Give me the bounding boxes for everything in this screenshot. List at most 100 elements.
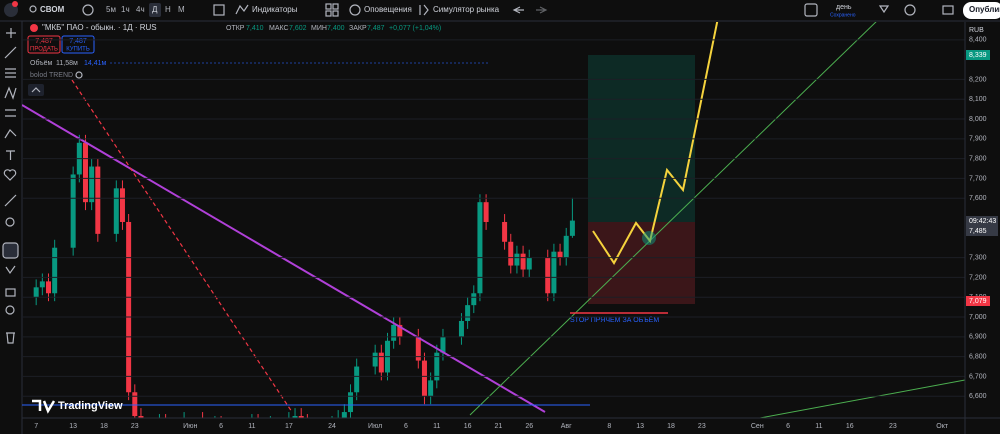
interval[interactable]: 5м	[106, 5, 116, 14]
candles	[33, 134, 575, 418]
x-tick-label: 17	[285, 423, 293, 430]
candle-body	[89, 166, 95, 203]
forecast-tool[interactable]	[5, 109, 16, 117]
candle-body	[508, 241, 514, 266]
volume-value: 11,58м	[56, 60, 78, 67]
text-tool[interactable]	[6, 150, 15, 160]
volume-label: Объём	[30, 59, 52, 67]
loss-zone	[588, 222, 695, 304]
settings-button[interactable]	[904, 4, 916, 16]
interval[interactable]: Н	[165, 5, 171, 14]
ruler-tool[interactable]	[4, 194, 17, 207]
visibility-toggle[interactable]	[75, 71, 83, 79]
sell-label[interactable]: ПРОДАТЬ	[30, 47, 58, 53]
x-tick-label: 6	[219, 423, 223, 430]
undo-button[interactable]	[512, 6, 524, 14]
candle-body	[421, 360, 427, 397]
brush-tool[interactable]	[4, 129, 17, 139]
support-line[interactable]	[469, 18, 880, 416]
x-tick-label: Сен	[751, 423, 764, 430]
magnet-tool[interactable]	[2, 242, 19, 259]
symbol-description: "МКБ" ПАО - обыкн. · 1Д · RUS	[42, 23, 157, 32]
fib-tool[interactable]	[5, 68, 16, 78]
y-tick-label: 8,100	[969, 96, 987, 103]
candle-body	[132, 392, 138, 417]
candle-body	[471, 293, 477, 306]
publish-button[interactable]	[963, 2, 1000, 19]
watermark: TradingView	[32, 399, 123, 414]
redo-button[interactable]	[536, 6, 548, 14]
interval[interactable]: М	[178, 5, 185, 14]
trendline[interactable]	[22, 104, 546, 413]
support-line[interactable]	[759, 379, 965, 418]
x-tick-label: 6	[786, 423, 790, 430]
ohlc-value: 7,400	[327, 25, 345, 32]
crosshair-tool[interactable]	[6, 28, 16, 38]
candle-body	[372, 352, 378, 367]
x-tick-label: 23	[131, 423, 139, 430]
sell-price[interactable]: 7,487	[35, 38, 53, 45]
symbol-search[interactable]: СВОМ	[40, 5, 65, 14]
top-toolbar	[0, 0, 1000, 21]
menu-button[interactable]	[878, 5, 890, 14]
hide-tool[interactable]	[5, 305, 15, 315]
remove-tool[interactable]	[6, 332, 15, 344]
candle-body	[292, 416, 298, 418]
chart-type-button[interactable]	[213, 4, 225, 16]
candle-body	[526, 257, 532, 270]
x-tick-label: 23	[698, 423, 706, 430]
volume-ma: 14,41м	[84, 60, 107, 67]
y-tick-label: 7,800	[969, 155, 987, 162]
replay-button[interactable]: Симулятор рынка	[433, 5, 500, 14]
publish-label[interactable]: Опублико	[969, 5, 1000, 14]
search-icon	[29, 5, 37, 13]
interval[interactable]: 4ч	[136, 5, 145, 14]
candle-body	[440, 336, 446, 353]
ohlc-label: МИН	[311, 25, 327, 32]
buy-label[interactable]: КУПИТЬ	[66, 47, 90, 53]
pattern-tool[interactable]	[4, 86, 17, 100]
x-tick-label: 6	[404, 423, 408, 430]
compare-button[interactable]	[82, 4, 94, 16]
indicators-icon	[235, 4, 249, 15]
collapse-legend[interactable]	[28, 84, 44, 96]
badge	[12, 1, 18, 7]
x-tick-label: 18	[667, 423, 675, 430]
x-tick-label: 8	[607, 423, 611, 430]
y-tick-label: 6,900	[969, 334, 987, 341]
lock-tool[interactable]	[5, 288, 16, 297]
candle-body	[298, 416, 304, 418]
stop-badge	[966, 296, 990, 306]
y-tick-label: 8,000	[969, 116, 987, 123]
sell-button[interactable]	[27, 35, 61, 54]
candle-body	[119, 188, 125, 222]
watermark-text: TradingView	[58, 400, 123, 412]
y-tick-label: 6,700	[969, 373, 987, 380]
candle-body	[378, 352, 384, 373]
buy-price[interactable]: 7,487	[69, 38, 87, 45]
trendline-tool[interactable]	[4, 46, 17, 59]
layout-button[interactable]	[804, 3, 818, 17]
candle-body	[33, 287, 39, 298]
stay-drawing-tool[interactable]	[5, 265, 16, 275]
candle-body	[514, 253, 520, 266]
icons-tool[interactable]	[3, 169, 17, 181]
interval[interactable]: Д	[152, 5, 158, 14]
candle-body	[545, 257, 551, 294]
candle-body	[557, 251, 563, 258]
x-tick-label: 13	[69, 423, 77, 430]
fullscreen-button[interactable]	[942, 5, 954, 15]
stop-price: 7,079	[969, 298, 987, 305]
indicators-button[interactable]: Индикаторы	[252, 5, 298, 14]
x-tick-label: Авг	[561, 423, 572, 430]
ohlc-label: ОТКР	[226, 25, 245, 32]
zoom-tool[interactable]	[5, 217, 15, 227]
candle-body	[397, 324, 403, 337]
x-tick-label: Окт	[936, 423, 949, 430]
layout-icon[interactable]	[325, 3, 332, 10]
interval[interactable]: 1ч	[121, 5, 130, 14]
buy-button[interactable]	[61, 35, 95, 54]
layout-name[interactable]: день	[836, 4, 852, 11]
alerts-button[interactable]: Оповещения	[364, 5, 412, 14]
